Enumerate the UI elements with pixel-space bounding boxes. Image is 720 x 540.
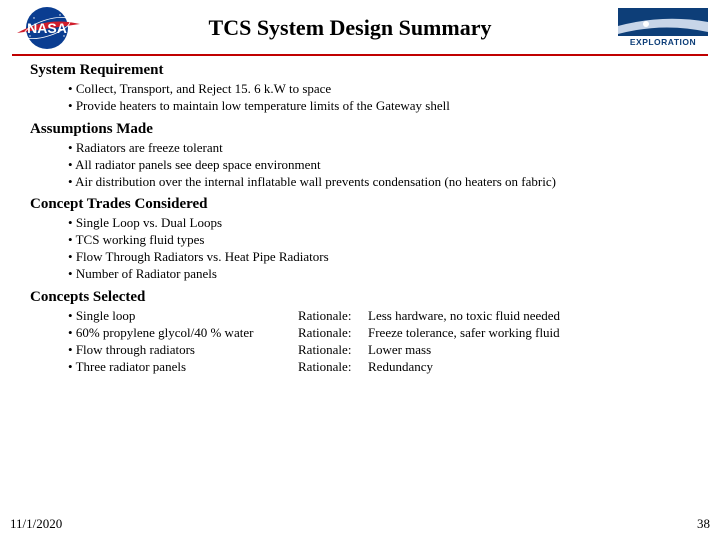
bullet-list: Single Loop vs. Dual Loops TCS working f… xyxy=(68,215,690,283)
concepts-selected-table: Single loop 60% propylene glycol/40 % wa… xyxy=(68,308,690,376)
header-rule xyxy=(12,54,708,56)
bullet-item: Single Loop vs. Dual Loops xyxy=(68,215,690,232)
concept-item: Three radiator panels xyxy=(68,359,298,376)
rationale-text: Less hardware, no toxic fluid needed xyxy=(368,308,690,325)
footer-page-number: 38 xyxy=(697,516,710,532)
bullet-item: Air distribution over the internal infla… xyxy=(68,174,690,191)
bullet-item: Radiators are freeze tolerant xyxy=(68,140,690,157)
concepts-column: Single loop 60% propylene glycol/40 % wa… xyxy=(68,308,298,376)
svg-text:NASA: NASA xyxy=(27,20,67,36)
rationale-label: Rationale: xyxy=(298,308,368,325)
exploration-logo: EXPLORATION EXPLORATION xyxy=(618,8,708,48)
section-heading: System Requirement xyxy=(30,62,690,79)
svg-text:EXPLORATION: EXPLORATION xyxy=(630,37,696,47)
footer-date: 11/1/2020 xyxy=(10,516,62,532)
section-heading: Concept Trades Considered xyxy=(30,196,690,213)
bullet-list: Radiators are freeze tolerant All radiat… xyxy=(68,140,690,191)
rationale-text: Freeze tolerance, safer working fluid xyxy=(368,325,690,342)
slide-title: TCS System Design Summary xyxy=(82,15,618,41)
bullet-item: All radiator panels see deep space envir… xyxy=(68,157,690,174)
section-heading: Concepts Selected xyxy=(30,289,690,306)
slide-footer: 11/1/2020 38 xyxy=(10,516,710,532)
concept-item: Flow through radiators xyxy=(68,342,298,359)
rationale-text: Lower mass xyxy=(368,342,690,359)
rationale-text: Redundancy xyxy=(368,359,690,376)
bullet-item: Flow Through Radiators vs. Heat Pipe Rad… xyxy=(68,249,690,266)
concept-item: 60% propylene glycol/40 % water xyxy=(68,325,298,342)
rationale-text-column: Less hardware, no toxic fluid needed Fre… xyxy=(368,308,690,376)
rationale-label: Rationale: xyxy=(298,359,368,376)
slide-header: NASA TCS System Design Summary EXPLORATI… xyxy=(0,0,720,52)
concept-item: Single loop xyxy=(68,308,298,325)
bullet-item: Provide heaters to maintain low temperat… xyxy=(68,98,690,115)
bullet-item: Number of Radiator panels xyxy=(68,266,690,283)
rationale-label-column: Rationale: Rationale: Rationale: Rationa… xyxy=(298,308,368,376)
nasa-logo: NASA xyxy=(12,6,82,50)
rationale-label: Rationale: xyxy=(298,325,368,342)
bullet-list: Collect, Transport, and Reject 15. 6 k.W… xyxy=(68,81,690,115)
bullet-item: Collect, Transport, and Reject 15. 6 k.W… xyxy=(68,81,690,98)
rationale-label: Rationale: xyxy=(298,342,368,359)
slide-content: System Requirement Collect, Transport, a… xyxy=(0,62,720,376)
section-heading: Assumptions Made xyxy=(30,121,690,138)
bullet-item: TCS working fluid types xyxy=(68,232,690,249)
